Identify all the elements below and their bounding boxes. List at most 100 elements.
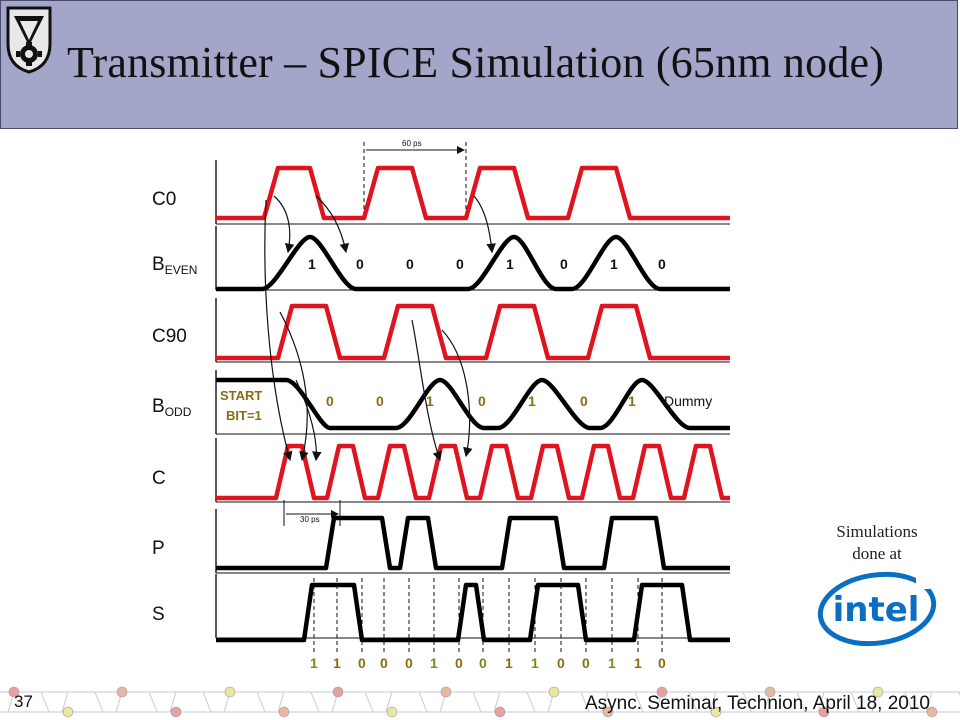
footer-text: Async. Seminar, Technion, April 18, 2010 bbox=[584, 693, 930, 714]
output-bit-13: 1 bbox=[634, 655, 642, 671]
footer-node-8 bbox=[224, 686, 236, 698]
waveform-c90 bbox=[216, 303, 730, 361]
footer-node-14 bbox=[386, 706, 398, 718]
b-odd-bit-2: 1 bbox=[426, 393, 434, 409]
causality-arrow-4 bbox=[295, 379, 322, 462]
footer-node-30 bbox=[818, 706, 830, 718]
signal-label-0: C0 bbox=[152, 189, 176, 210]
footer-node-22 bbox=[602, 706, 614, 718]
b-even-bit-7: 0 bbox=[658, 256, 666, 272]
footer-link-10 bbox=[277, 691, 285, 713]
simulation-note-line1: Simulations bbox=[836, 522, 918, 541]
b-odd-bit-6: 1 bbox=[628, 393, 636, 409]
slide-title: Transmitter – SPICE Simulation (65nm nod… bbox=[67, 38, 885, 87]
b-even-bit-6: 1 bbox=[610, 256, 618, 272]
footer-node-2 bbox=[62, 706, 74, 718]
b-even-bit-2: 0 bbox=[406, 256, 414, 272]
footer-link-22 bbox=[601, 691, 609, 713]
intel-logo-text: intel bbox=[833, 590, 920, 630]
footer-link-34 bbox=[925, 691, 933, 713]
causality-arrow-0 bbox=[273, 195, 295, 254]
b-odd-bit-1: 0 bbox=[376, 393, 384, 409]
footer-link-13 bbox=[364, 691, 374, 713]
waveform-c0 bbox=[216, 165, 730, 221]
footer-link-6 bbox=[169, 691, 177, 713]
technion-logo-icon bbox=[6, 6, 52, 74]
footer-node-6 bbox=[170, 706, 182, 718]
signal-label-sub-1: EVEN bbox=[165, 263, 198, 277]
causality-arrow-3 bbox=[279, 311, 309, 462]
output-bit-6: 0 bbox=[455, 655, 463, 671]
footer-link-11 bbox=[310, 691, 320, 713]
b-even-bit-0: 1 bbox=[308, 256, 316, 272]
footer-link-1 bbox=[40, 691, 50, 713]
period-label: 60 ps bbox=[402, 139, 422, 148]
output-bit-8: 1 bbox=[505, 655, 513, 671]
output-bit-4: 0 bbox=[405, 655, 413, 671]
footer-link-9 bbox=[256, 691, 266, 713]
footer-link-30 bbox=[817, 691, 825, 713]
b-odd-bit-5: 0 bbox=[580, 393, 588, 409]
output-bit-14: 0 bbox=[658, 655, 666, 671]
simulation-note: Simulations done at bbox=[812, 521, 942, 565]
footer-node-20 bbox=[548, 686, 560, 698]
output-bit-10: 0 bbox=[557, 655, 565, 671]
waveform-s bbox=[216, 582, 730, 643]
half-period-label: 30 ps bbox=[300, 515, 320, 524]
waveform-b-even bbox=[216, 234, 730, 292]
signal-label-6: S bbox=[152, 604, 165, 625]
signal-label-1: BEVEN bbox=[152, 254, 197, 277]
causality-arrow-1 bbox=[315, 195, 350, 254]
causality-arrow-7 bbox=[473, 195, 496, 254]
output-bit-0: 1 bbox=[310, 655, 318, 671]
footer-link-29 bbox=[796, 691, 806, 713]
footer-node-16 bbox=[440, 686, 452, 698]
b-even-bit-3: 0 bbox=[456, 256, 464, 272]
signal-label-3: BODD bbox=[152, 396, 192, 419]
causality-arrow-6 bbox=[441, 329, 473, 458]
footer-link-14 bbox=[385, 691, 393, 713]
output-bit-12: 1 bbox=[608, 655, 616, 671]
b-odd-bit-0: 0 bbox=[326, 393, 334, 409]
causality-arrow-5 bbox=[411, 319, 442, 462]
intel-logo: intel bbox=[817, 571, 937, 647]
output-bit-1: 1 bbox=[333, 655, 341, 671]
output-bit-2: 0 bbox=[358, 655, 366, 671]
footer-circuit-decoration bbox=[0, 686, 960, 718]
footer-node-4 bbox=[116, 686, 128, 698]
simulation-note-line2: done at bbox=[852, 544, 902, 563]
footer-link-2 bbox=[61, 691, 69, 713]
footer-link-31 bbox=[850, 691, 860, 713]
footer-link-23 bbox=[634, 691, 644, 713]
b-even-bit-1: 0 bbox=[356, 256, 364, 272]
footer-node-34 bbox=[926, 706, 938, 718]
footer-link-5 bbox=[148, 691, 158, 713]
footer-link-26 bbox=[709, 691, 717, 713]
footer-node-32 bbox=[872, 686, 884, 698]
signal-label-5: P bbox=[152, 538, 165, 559]
footer-node-28 bbox=[764, 686, 776, 698]
title-bar: Transmitter – SPICE Simulation (65nm nod… bbox=[0, 0, 958, 129]
b-odd-dummy-label: Dummy bbox=[664, 393, 712, 409]
waveform-p bbox=[216, 515, 730, 571]
page-number: 37 bbox=[14, 692, 33, 711]
output-bit-11: 0 bbox=[582, 655, 590, 671]
footer-link-15 bbox=[418, 691, 428, 713]
b-even-bit-5: 0 bbox=[560, 256, 568, 272]
b-odd-bit-3: 0 bbox=[478, 393, 486, 409]
footer-node-0 bbox=[8, 686, 20, 698]
waveform-c bbox=[216, 443, 730, 501]
footer-link-19 bbox=[526, 691, 536, 713]
footer-link-18 bbox=[493, 691, 501, 713]
footer-link-33 bbox=[904, 691, 914, 713]
b-odd-start-label: START bbox=[220, 388, 262, 403]
b-odd-start-bit: BIT=1 bbox=[226, 408, 262, 423]
signal-label-4: C bbox=[152, 468, 166, 489]
footer-link-17 bbox=[472, 691, 482, 713]
causality-arrow-2 bbox=[264, 199, 293, 462]
footer-node-12 bbox=[332, 686, 344, 698]
waveform-b-odd bbox=[216, 377, 730, 431]
footer-node-10 bbox=[278, 706, 290, 718]
b-odd-bit-4: 1 bbox=[528, 393, 536, 409]
